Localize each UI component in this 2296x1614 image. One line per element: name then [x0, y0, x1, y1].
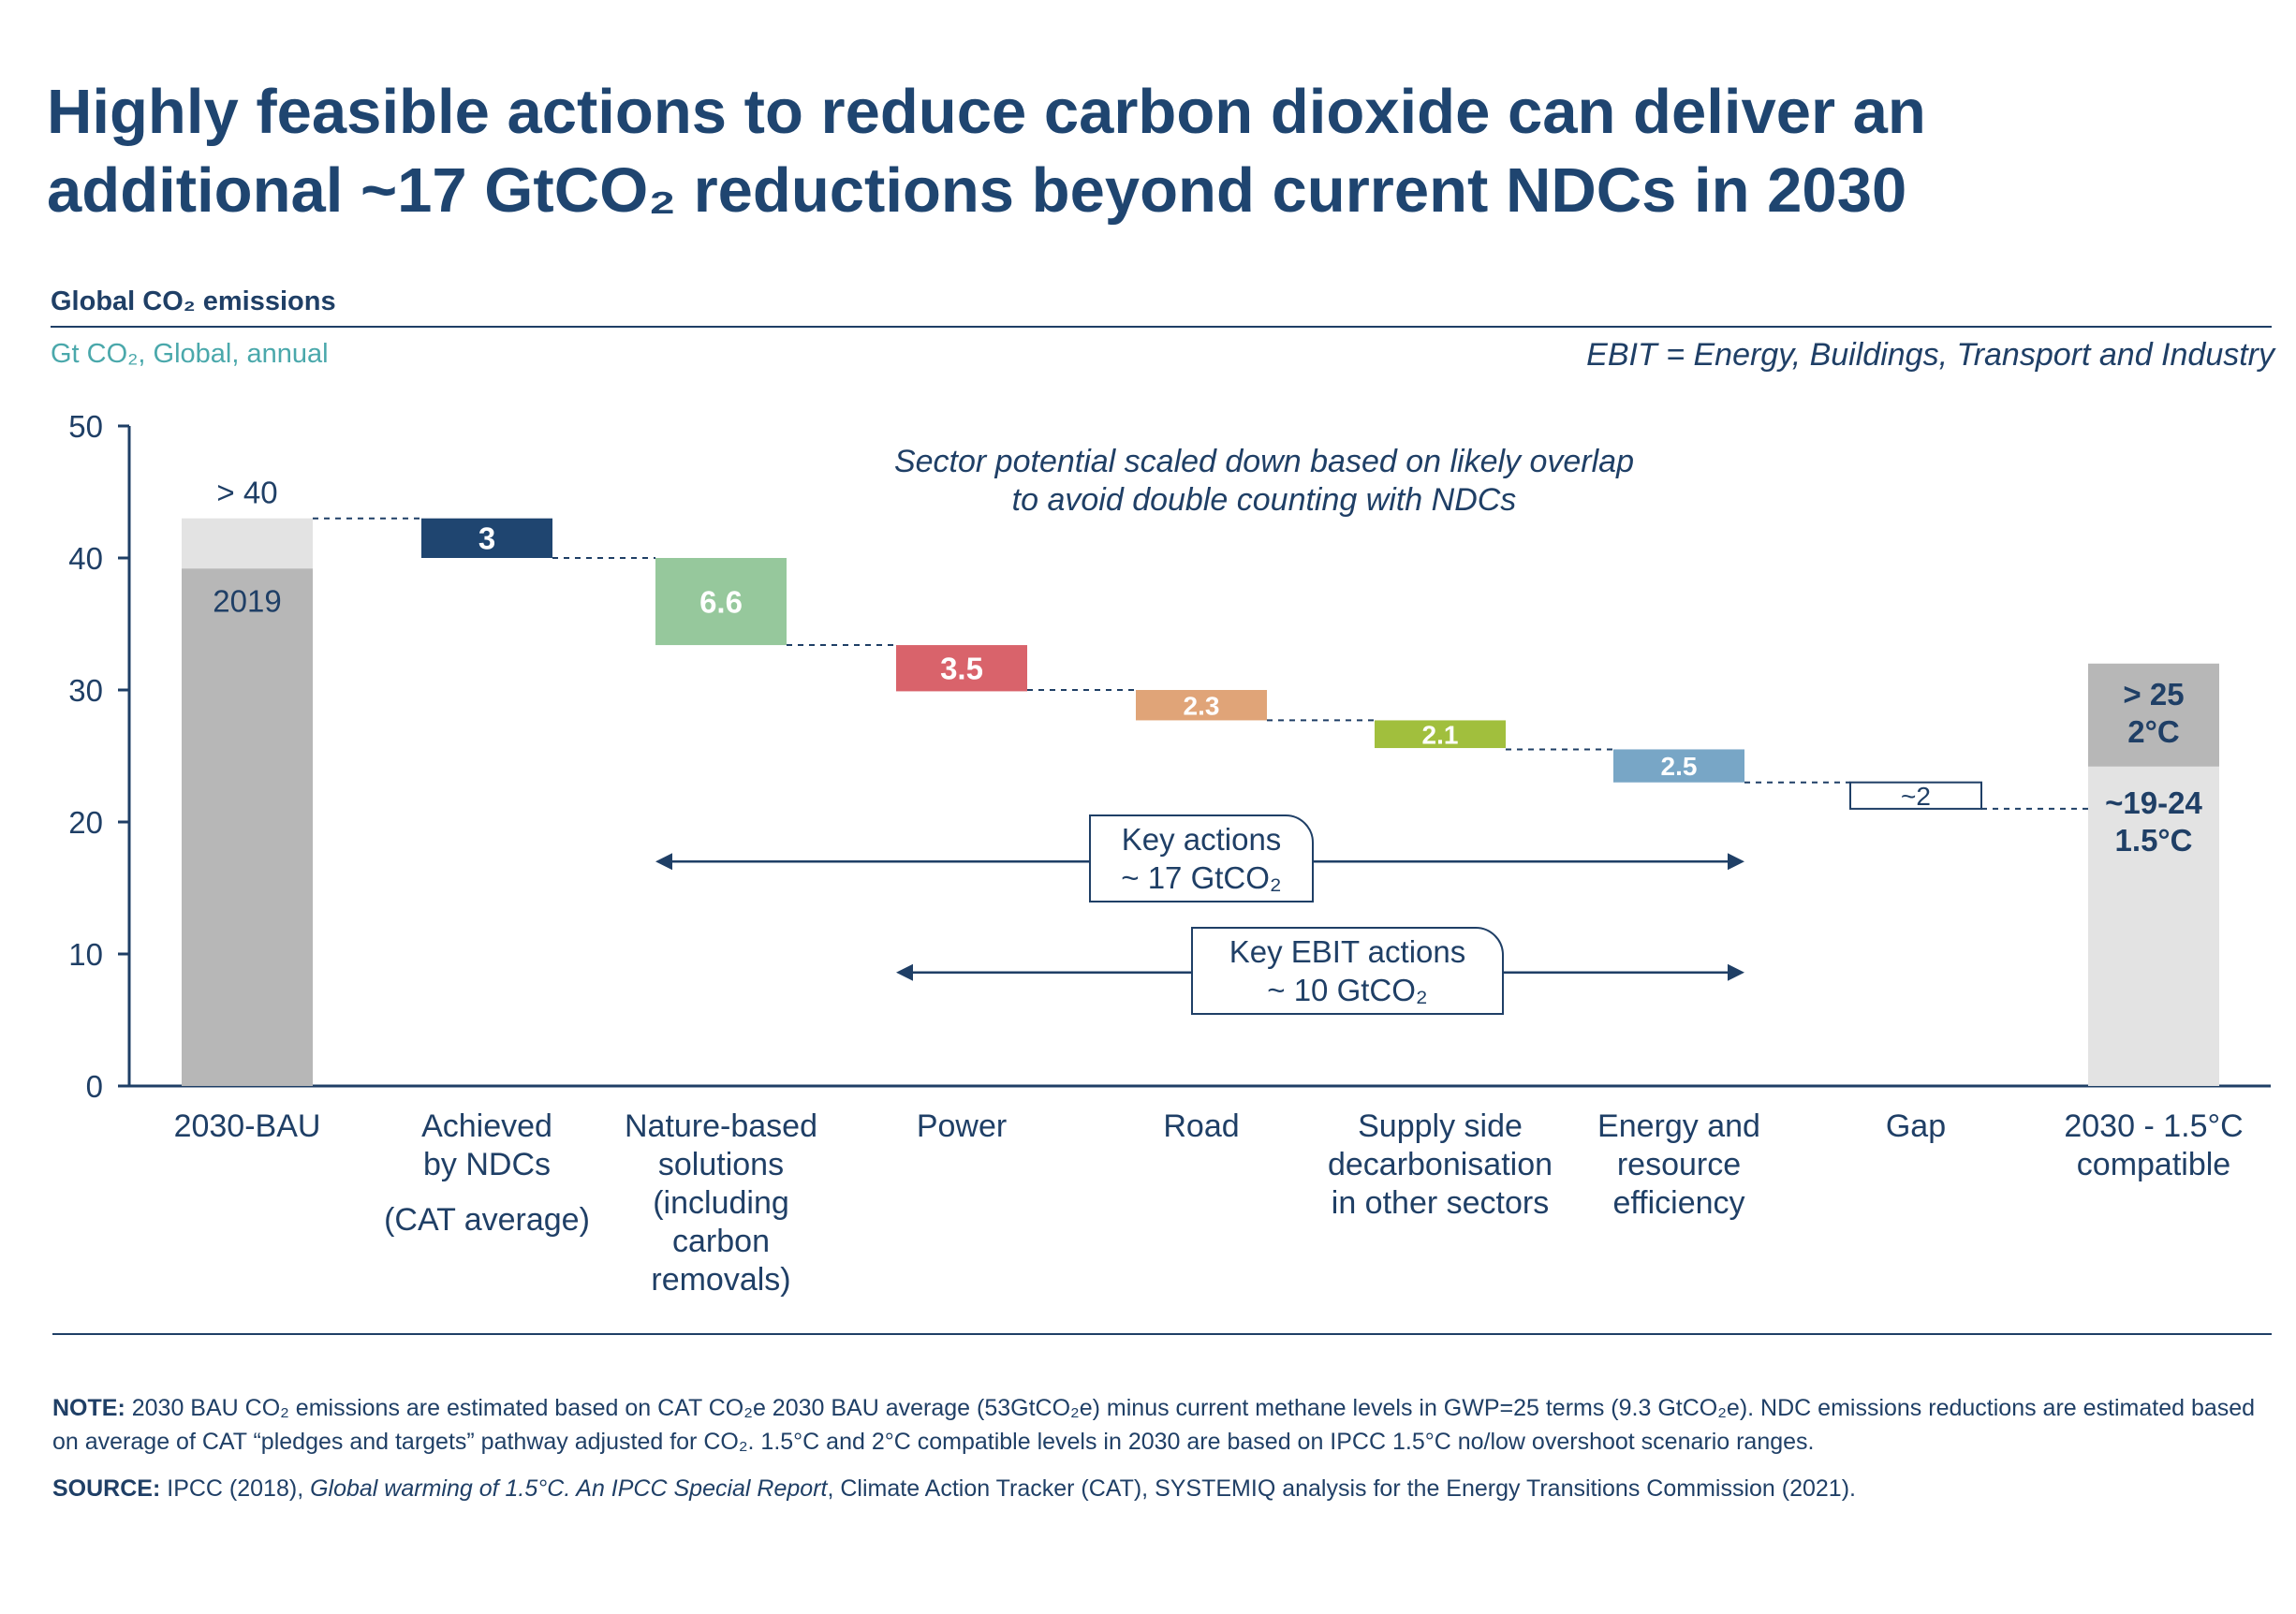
- y-tick-label: 50: [68, 409, 103, 444]
- source-text-2: , Climate Action Tracker (CAT), SYSTEMIQ…: [827, 1475, 1856, 1502]
- x-category-label: in other sectors: [1332, 1185, 1549, 1221]
- key-ebit-box: Key EBIT actions ~ 10 GtCO₂: [1191, 927, 1504, 1015]
- x-category-label: by NDCs: [423, 1147, 551, 1182]
- note-paragraph: NOTE: 2030 BAU CO₂ emissions are estimat…: [52, 1391, 2281, 1459]
- y-tick-label: 0: [86, 1069, 103, 1104]
- bar-step-6: [1613, 749, 1744, 783]
- x-category-label: Achieved: [421, 1108, 552, 1144]
- bar-step-5-label: 2.1: [1422, 720, 1459, 749]
- bar-step-7: [1849, 781, 1982, 810]
- waterfall-chart: 0 10 20 30 40 50 > 40 2019 3 6.6 3.5 2.3 2.1 2.5 ~2 > 2…: [68, 409, 2271, 1298]
- footnotes: NOTE: 2030 BAU CO₂ emissions are estimat…: [52, 1391, 2281, 1519]
- y-tick-label: 40: [68, 541, 103, 576]
- x-category-label: Nature-based: [625, 1108, 817, 1144]
- x-category-label: carbon: [672, 1224, 770, 1259]
- bottom-divider: [52, 1333, 2272, 1335]
- bar-step-2-label: 6.6: [699, 584, 743, 619]
- x-category-label: solutions: [658, 1147, 784, 1182]
- bar-step-3-label: 3.5: [940, 652, 983, 686]
- x-category-label: Energy and: [1597, 1108, 1760, 1144]
- x-category-sublabel: (CAT average): [384, 1202, 590, 1238]
- y-tick-label: 30: [68, 673, 103, 708]
- bar-step-3: [896, 645, 1027, 692]
- x-category-label: Gap: [1886, 1108, 1946, 1144]
- x-category-label: resource: [1617, 1147, 1741, 1182]
- note-text: 2030 BAU CO₂ emissions are estimated bas…: [52, 1395, 2256, 1455]
- bar-step-5: [1375, 720, 1506, 749]
- key-ebit-value: ~ 10 GtCO₂: [1267, 973, 1428, 1007]
- key-actions-arrow-left-head: [655, 853, 672, 871]
- bar-step-4-label: 2.3: [1184, 691, 1220, 720]
- x-category-label: 2030 - 1.5°C: [2064, 1108, 2243, 1144]
- note-label: NOTE:: [52, 1395, 125, 1421]
- x-category-label: Road: [1163, 1108, 1239, 1144]
- x-category-label: 2030-BAU: [174, 1108, 321, 1144]
- bar-bau-2030-label: > 40: [216, 476, 277, 510]
- x-category-label: (including: [653, 1185, 789, 1221]
- bar-bau-2019-label: 2019: [213, 583, 281, 618]
- bar-step-7-label: ~2: [1901, 782, 1931, 811]
- x-category-label: efficiency: [1612, 1185, 1744, 1221]
- source-label: SOURCE:: [52, 1475, 161, 1502]
- overlap-note: Sector potential scaled down based on li…: [824, 443, 1704, 520]
- source-text-italic: Global warming of 1.5°C. An IPCC Special…: [310, 1475, 828, 1502]
- bar-target-2c-label-2: 2°C: [2127, 714, 2179, 749]
- top-divider: [51, 326, 2272, 328]
- key-ebit-arrow-left-head: [896, 963, 913, 981]
- title-line-2: additional ~17 GtCO₂ reductions beyond c…: [47, 155, 1907, 226]
- x-category-label: removals): [651, 1262, 790, 1298]
- source-text-1: IPCC (2018),: [167, 1475, 311, 1502]
- overlap-note-line-2: to avoid double counting with NDCs: [1011, 482, 1517, 518]
- y-tick-label: 20: [68, 805, 103, 840]
- key-ebit-arrow-right-head: [1728, 963, 1744, 981]
- bar-target-1-5c: [2088, 766, 2219, 1086]
- key-actions-value: ~ 17 GtCO₂: [1121, 860, 1282, 895]
- source-paragraph: SOURCE: IPCC (2018), Global warming of 1…: [52, 1472, 2281, 1505]
- chart-subtitle: Global CO₂ emissions: [51, 286, 336, 316]
- y-tick-label: 10: [68, 937, 103, 972]
- key-actions-label: Key actions: [1121, 822, 1282, 857]
- bar-step-1-label: 3: [478, 521, 495, 556]
- overlap-note-line-1: Sector potential scaled down based on li…: [893, 444, 1635, 479]
- bar-bau-2030-increment: [182, 518, 313, 569]
- bar-target-2c-label-1: > 25: [2123, 677, 2184, 712]
- key-actions-arrow-right-head: [1728, 853, 1744, 871]
- key-actions-box: Key actions ~ 17 GtCO₂: [1089, 814, 1314, 902]
- bar-step-1: [421, 518, 552, 558]
- title-line-1: Highly feasible actions to reduce carbon…: [47, 77, 1926, 147]
- ebit-definition: EBIT = Energy, Buildings, Transport and …: [1586, 337, 2274, 373]
- bar-step-4: [1136, 690, 1267, 721]
- bar-target-1-5c-label-1: ~19-24: [2105, 785, 2202, 820]
- x-category-label: Supply side: [1358, 1108, 1523, 1144]
- page-title: Highly feasible actions to reduce carbon…: [47, 73, 2200, 230]
- bar-step-2: [655, 558, 787, 646]
- x-category-label: decarbonisation: [1328, 1147, 1553, 1182]
- x-category-label: compatible: [2077, 1147, 2230, 1182]
- unit-label: Gt CO₂, Global, annual: [51, 339, 329, 369]
- bar-step-6-label: 2.5: [1661, 752, 1698, 781]
- bar-target-1-5c-label-2: 1.5°C: [2115, 823, 2193, 858]
- bar-bau-2019: [182, 568, 313, 1086]
- x-category-label: Power: [917, 1108, 1007, 1144]
- key-ebit-label: Key EBIT actions: [1229, 934, 1466, 969]
- bar-target-2c: [2088, 663, 2219, 767]
